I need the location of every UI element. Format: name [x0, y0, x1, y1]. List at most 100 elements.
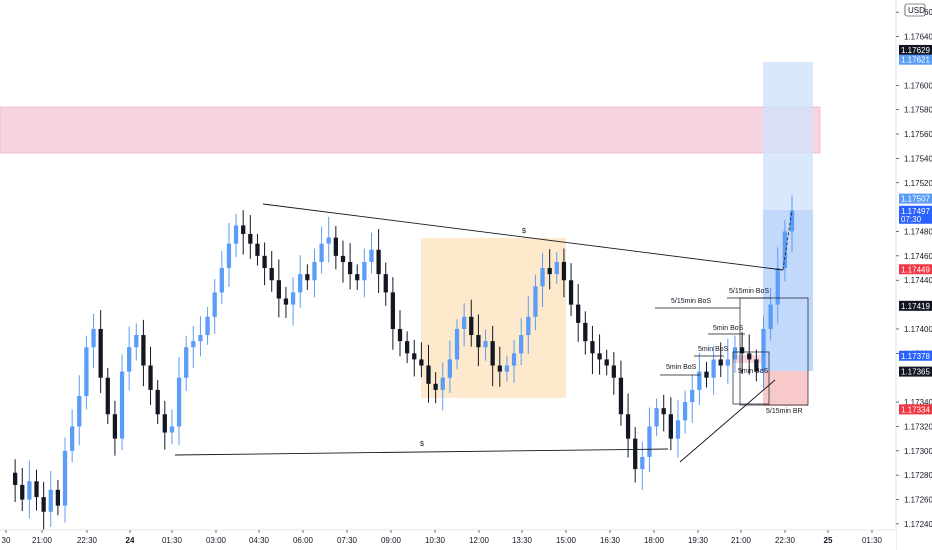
candle-body — [739, 347, 745, 354]
y-tick-label: 1.17480 — [904, 227, 932, 236]
annotation-label: 5min BoS — [698, 346, 729, 353]
x-tick-label: 30 — [2, 536, 11, 545]
candle-body — [404, 341, 410, 354]
candle-body — [526, 316, 531, 336]
candle-body — [219, 268, 224, 293]
candle-body — [141, 335, 146, 366]
candle-body — [469, 316, 474, 336]
annotation-label: 5min BoS — [738, 368, 769, 375]
candle-body — [419, 359, 424, 366]
candle-body — [347, 261, 353, 275]
y-tick-label: 1.17240 — [904, 520, 932, 529]
price-badge — [899, 300, 932, 311]
x-tick-label: 01:30 — [862, 536, 883, 545]
candle-body — [226, 243, 232, 269]
price-badge — [899, 193, 932, 204]
candle-body — [640, 456, 645, 470]
candle-body — [775, 268, 780, 305]
x-tick-label: 09:00 — [381, 536, 402, 545]
y-tick-label: 1.17540 — [904, 154, 932, 163]
x-tick-label: 15:00 — [556, 536, 577, 545]
candle-body — [383, 274, 388, 293]
y-tick-label: 1.17340 — [904, 398, 932, 407]
candle-body — [198, 335, 203, 342]
liquidity-line — [174, 448, 669, 456]
candle-body — [397, 328, 403, 342]
entry-box-small — [732, 351, 770, 405]
candles-group — [12, 195, 795, 533]
y-tick-label: 1.17520 — [904, 179, 932, 188]
price-badge-label: 1.17507 — [901, 195, 930, 204]
annotation-label: $ — [420, 441, 424, 448]
candle-body — [618, 377, 624, 415]
candle-body — [611, 365, 616, 378]
price-badge-sublabel: 07:30 — [901, 215, 922, 224]
x-tick-label: 03:00 — [206, 536, 227, 545]
candle-body — [148, 365, 153, 390]
candle-body — [255, 243, 260, 256]
candle-body — [497, 365, 502, 372]
candle-body — [633, 438, 638, 470]
candle-body — [768, 304, 773, 329]
candle-body — [412, 353, 417, 360]
y-tick-label: 1.17600 — [904, 81, 932, 90]
price-badge-label: 1.17419 — [901, 302, 930, 311]
candle-body — [704, 371, 709, 378]
y-tick-label: 1.17560 — [904, 130, 932, 139]
candle-body — [155, 389, 160, 415]
candle-body — [376, 249, 381, 275]
y-tick-label: 1.17280 — [904, 471, 932, 480]
candle-body — [362, 261, 367, 281]
annotation-label: 5/15min BR — [766, 408, 803, 415]
candle-body — [476, 335, 481, 348]
y-tick-label: 1.17260 — [904, 496, 932, 505]
candle-body — [690, 389, 695, 403]
x-tick-label: 13:30 — [512, 536, 533, 545]
candle-body — [127, 347, 132, 372]
candle-body — [77, 395, 82, 427]
candle-body — [483, 341, 488, 348]
candle-body — [554, 261, 559, 275]
candle-body — [205, 316, 210, 336]
candle-body — [711, 359, 716, 378]
price-badge — [899, 54, 932, 65]
candle-body — [269, 268, 274, 281]
candle-body — [298, 274, 303, 293]
entry-box — [739, 297, 809, 406]
candle-body — [20, 484, 25, 500]
y-tick-label: 1.17440 — [904, 276, 932, 285]
candle-body — [233, 225, 239, 244]
candle-body — [262, 255, 267, 269]
price-badge-label: 1.17449 — [901, 265, 930, 274]
candle-body — [119, 371, 125, 439]
candle-body — [191, 341, 196, 348]
candle-body — [176, 377, 182, 427]
x-tick-label: 07:30 — [337, 536, 358, 545]
candle-body — [305, 274, 310, 281]
x-tick-label: 06:00 — [293, 536, 314, 545]
x-tick-label: 10:30 — [425, 536, 446, 545]
ascending-trendline — [679, 379, 776, 463]
candle-body — [70, 426, 75, 451]
candle-body — [319, 243, 324, 262]
candle-body — [447, 359, 453, 378]
candle-body — [504, 365, 510, 372]
candle-body — [590, 341, 595, 354]
candle-body — [625, 414, 631, 439]
candle-body — [789, 210, 795, 232]
candle-body — [718, 359, 723, 366]
candle-body — [355, 274, 360, 281]
annotation-label: $ — [522, 228, 526, 235]
annotation-label: 5/15min BoS — [729, 288, 769, 295]
candle-body — [27, 481, 32, 500]
candle-body — [212, 292, 217, 317]
candle-body — [326, 237, 331, 244]
price-badge-label: 1.17365 — [901, 368, 930, 377]
candle-body — [668, 414, 673, 439]
descending-trendline — [262, 203, 784, 271]
y-tick-label: 1.17320 — [904, 422, 932, 431]
candle-body — [105, 377, 110, 415]
candle-body — [162, 414, 167, 433]
